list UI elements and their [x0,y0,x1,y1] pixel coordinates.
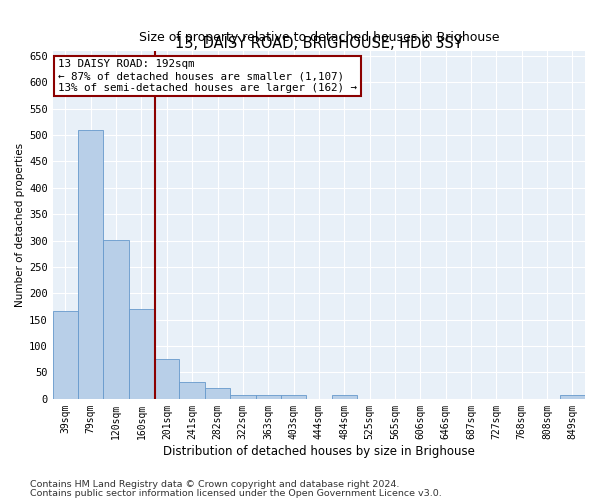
Bar [230,394,256,399]
Bar [78,130,103,399]
Title: 13, DAISY ROAD, BRIGHOUSE, HD6 3SY: 13, DAISY ROAD, BRIGHOUSE, HD6 3SY [175,36,463,51]
Bar [103,240,129,399]
Bar [53,310,78,399]
Bar [256,394,281,399]
Bar [179,382,205,399]
Bar [332,395,357,399]
Bar [281,395,306,399]
Text: Contains public sector information licensed under the Open Government Licence v3: Contains public sector information licen… [30,488,442,498]
Text: Contains HM Land Registry data © Crown copyright and database right 2024.: Contains HM Land Registry data © Crown c… [30,480,400,489]
Bar [154,360,179,399]
Text: Size of property relative to detached houses in Brighouse: Size of property relative to detached ho… [139,30,499,44]
X-axis label: Distribution of detached houses by size in Brighouse: Distribution of detached houses by size … [163,444,475,458]
Bar [129,309,154,399]
Y-axis label: Number of detached properties: Number of detached properties [15,142,25,307]
Bar [205,388,230,399]
Text: 13 DAISY ROAD: 192sqm
← 87% of detached houses are smaller (1,107)
13% of semi-d: 13 DAISY ROAD: 192sqm ← 87% of detached … [58,60,357,92]
Bar [560,395,585,399]
